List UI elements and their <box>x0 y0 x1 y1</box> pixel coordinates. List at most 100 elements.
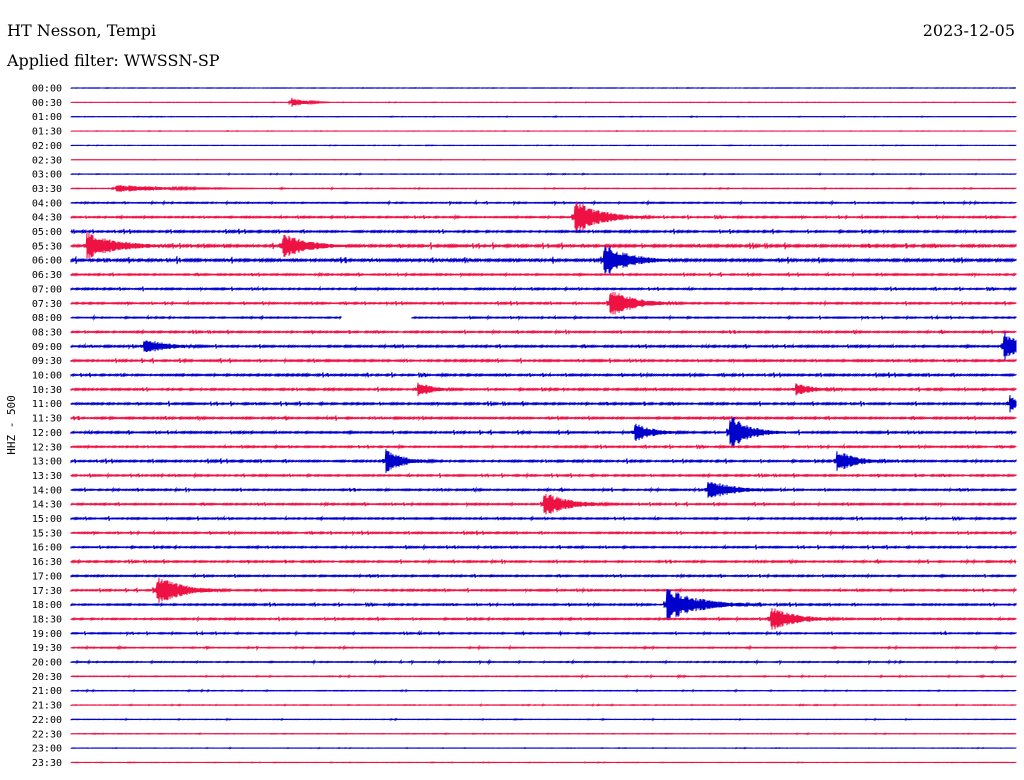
trace-row <box>70 144 1017 147</box>
trace-row <box>70 702 1017 708</box>
row-label: 04:00 <box>32 198 62 209</box>
row-label: 09:00 <box>32 342 62 353</box>
row-label: 20:00 <box>32 658 62 669</box>
row-label: 21:30 <box>32 701 62 712</box>
trace-row <box>70 97 1017 107</box>
row-label: 00:00 <box>32 84 62 95</box>
trace-row <box>70 331 1017 361</box>
trace-row <box>70 761 1017 764</box>
filter-label: Applied filter: WWSSN-SP <box>7 51 220 70</box>
row-label: 05:30 <box>32 241 62 252</box>
trace-row <box>70 201 1017 233</box>
row-labels: 00:00 00:30 01:00 01:30 02:00 02:30 03:00 03:30… <box>32 84 62 769</box>
row-label: 09:30 <box>32 356 62 367</box>
y-axis-label: HHZ - 500 <box>5 395 18 455</box>
row-label: 08:00 <box>32 313 62 324</box>
traces <box>70 86 1017 764</box>
trace-row <box>70 472 1017 479</box>
trace-row <box>70 228 1017 235</box>
trace-row <box>70 529 1017 537</box>
row-label: 01:30 <box>32 127 62 138</box>
trace-row <box>70 232 1017 259</box>
trace-row <box>70 172 1017 176</box>
trace-row <box>70 732 1017 736</box>
trace-row <box>70 449 1017 473</box>
trace-row <box>70 271 1017 279</box>
trace-row <box>70 543 1017 551</box>
row-label: 07:30 <box>32 299 62 310</box>
trace-row <box>70 86 1017 90</box>
date-label: 2023-12-05 <box>922 21 1015 40</box>
row-label: 06:00 <box>32 256 62 267</box>
row-label: 19:30 <box>32 643 62 654</box>
row-label: 03:30 <box>32 184 62 195</box>
trace-row <box>70 246 1017 274</box>
trace-row <box>70 184 1017 193</box>
trace-row <box>70 493 1017 515</box>
trace-row <box>70 572 1017 579</box>
row-label: 05:00 <box>32 227 62 238</box>
trace-row <box>70 416 1017 449</box>
row-label: 02:00 <box>32 141 62 152</box>
row-label: 22:00 <box>32 715 62 726</box>
row-label: 14:00 <box>32 485 62 496</box>
row-label: 17:00 <box>32 571 62 582</box>
row-label: 03:00 <box>32 170 62 181</box>
trace-row <box>70 292 1017 315</box>
row-label: 11:30 <box>32 414 62 425</box>
row-label: 17:30 <box>32 586 62 597</box>
trace-row <box>70 115 1017 119</box>
row-label: 10:30 <box>32 385 62 396</box>
row-label: 18:30 <box>32 614 62 625</box>
trace-row <box>70 577 1017 603</box>
trace-row <box>70 608 1017 630</box>
trace-row <box>70 129 1017 133</box>
row-label: 12:30 <box>32 442 62 453</box>
trace-row <box>70 658 1017 666</box>
row-label: 14:30 <box>32 500 62 511</box>
row-label: 10:00 <box>32 371 62 382</box>
trace-row <box>70 629 1017 637</box>
trace-row <box>70 285 1017 293</box>
trace-row <box>70 158 1017 161</box>
trace-row <box>70 328 1017 336</box>
row-label: 21:00 <box>32 686 62 697</box>
row-label: 16:30 <box>32 557 62 568</box>
trace-row <box>70 589 1017 621</box>
trace-row <box>70 357 1017 365</box>
row-label: 20:30 <box>32 672 62 683</box>
row-label: 23:00 <box>32 744 62 755</box>
row-label: 19:00 <box>32 629 62 640</box>
trace-row <box>70 443 1017 451</box>
trace-row <box>70 314 1017 322</box>
row-label: 22:30 <box>32 729 62 740</box>
trace-row <box>70 382 1017 397</box>
trace-row <box>70 199 1017 207</box>
row-label: 13:30 <box>32 471 62 482</box>
trace-row <box>70 558 1017 565</box>
row-label: 07:00 <box>32 284 62 295</box>
row-label: 16:00 <box>32 543 62 554</box>
row-label: 04:30 <box>32 213 62 224</box>
trace-row <box>70 644 1017 652</box>
trace-row <box>70 673 1017 679</box>
row-label: 11:00 <box>32 399 62 410</box>
row-label: 06:30 <box>32 270 62 281</box>
trace-row <box>70 717 1017 722</box>
row-label: 13:00 <box>32 457 62 468</box>
row-label: 12:00 <box>32 428 62 439</box>
trace-row <box>70 394 1017 413</box>
trace-row <box>70 515 1017 522</box>
row-label: 15:30 <box>32 528 62 539</box>
row-label: 23:30 <box>32 758 62 769</box>
trace-row <box>70 688 1017 693</box>
trace-row <box>70 414 1017 422</box>
trace-row <box>70 746 1017 750</box>
station-title: HT Nesson, Tempi <box>7 21 157 40</box>
row-label: 02:30 <box>32 155 62 166</box>
row-label: 08:30 <box>32 327 62 338</box>
row-label: 01:00 <box>32 112 62 123</box>
trace-row <box>70 371 1017 379</box>
row-label: 18:00 <box>32 600 62 611</box>
